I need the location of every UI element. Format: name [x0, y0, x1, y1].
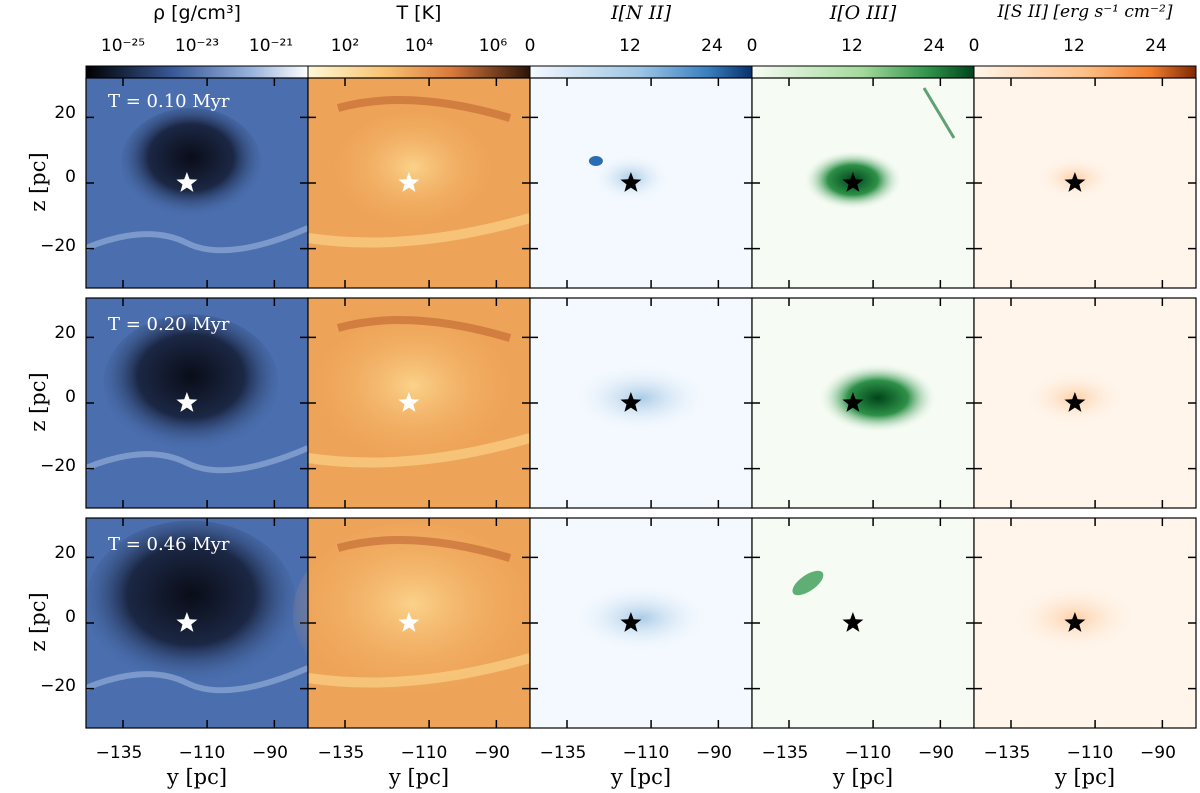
oiii-emission [817, 363, 938, 433]
x-tick-label: −110 [1066, 743, 1114, 763]
source-star-icon [1064, 392, 1086, 412]
x-tick-label: −110 [178, 743, 226, 763]
cbar-tick: 24 [1145, 36, 1167, 56]
y-tick-label: 0 [65, 167, 76, 187]
oiii-filament [922, 87, 956, 139]
cbar-tick: 10⁴ [404, 36, 434, 56]
temperature-cavity [312, 318, 513, 468]
cbar-tick: 0 [746, 36, 758, 56]
source-star-icon [842, 392, 864, 412]
x-tick-label: −90 [696, 743, 732, 763]
y-tick-label: −20 [40, 456, 76, 476]
cbar-tick: 10⁻²⁵ [100, 36, 146, 56]
cbar-tick: 12 [1063, 36, 1085, 56]
time-label-row-1: T = 0.10 Myr [108, 91, 230, 112]
source-star-icon [1064, 612, 1086, 632]
x-axis-label: y [pc] [1054, 765, 1116, 789]
x-tick-label: −135 [539, 743, 587, 763]
source-star-icon [398, 612, 420, 632]
cbar-tick: 12 [619, 36, 641, 56]
x-tick-label: −90 [918, 743, 954, 763]
density-cavity [103, 314, 279, 452]
cbar-tick: 10² [330, 36, 360, 56]
y-tick-label: 0 [65, 607, 76, 627]
temperature-shell [336, 96, 512, 122]
source-star-icon [620, 172, 642, 192]
source-star-icon [398, 392, 420, 412]
y-tick-label: −20 [40, 676, 76, 696]
density-filament [84, 445, 310, 474]
colorbar-title-nii: I[N II] [610, 2, 671, 24]
colorbar-nii [529, 65, 753, 79]
x-axis-label: y [pc] [166, 765, 228, 789]
temperature-shell [336, 536, 512, 562]
density-filament [84, 665, 310, 694]
oiii-emission [792, 570, 824, 596]
time-label-row-2: T = 0.20 Myr [108, 314, 230, 335]
cbar-tick: 24 [701, 36, 723, 56]
x-axis-label: y [pc] [832, 765, 894, 789]
nii-emission [570, 583, 711, 653]
y-tick-label: 20 [54, 543, 76, 563]
panel-background [752, 518, 974, 728]
time-label-row-3: T = 0.46 Myr [108, 534, 230, 555]
colorbar-title-temperature: T [K] [396, 2, 442, 24]
temperature-filament [307, 213, 532, 248]
colorbar-title-sii: I[S II] [erg s⁻¹ cm⁻²] [997, 2, 1173, 22]
x-tick-label: −135 [95, 743, 143, 763]
colorbar-title-density: ρ [g/cm³] [153, 2, 241, 24]
x-tick-label: −135 [983, 743, 1031, 763]
cbar-tick: 0 [968, 36, 980, 56]
temperature-cavity [332, 113, 493, 233]
y-tick-label: −20 [40, 236, 76, 256]
x-tick-label: −90 [1140, 743, 1176, 763]
density-cavity [85, 520, 296, 686]
x-tick-label: −135 [317, 743, 365, 763]
colorbar-temperature [307, 65, 531, 79]
x-axis-label: y [pc] [610, 765, 672, 789]
y-tick-label: 20 [54, 323, 76, 343]
x-tick-label: −135 [761, 743, 809, 763]
colorbar-title-oiii: I[O III] [829, 2, 897, 24]
y-tick-label: 20 [54, 103, 76, 123]
cbar-tick: 10⁻²¹ [248, 36, 294, 56]
source-star-icon [398, 172, 420, 192]
source-star-icon [620, 392, 642, 412]
x-tick-label: −110 [844, 743, 892, 763]
source-star-icon [176, 392, 198, 412]
cbar-tick: 10⁻²³ [174, 36, 220, 56]
source-star-icon [842, 172, 864, 192]
density-filament [84, 225, 310, 254]
density-cavity [120, 108, 261, 218]
temperature-filament [307, 433, 532, 468]
colorbar-density [85, 65, 309, 79]
x-axis-label: y [pc] [388, 765, 450, 789]
temperature-shell [336, 316, 512, 342]
colorbar-oiii [751, 65, 975, 79]
cbar-tick: 24 [923, 36, 945, 56]
nii-emission [570, 363, 711, 433]
x-tick-label: −90 [474, 743, 510, 763]
x-tick-label: −90 [252, 743, 288, 763]
source-star-icon [176, 172, 198, 192]
x-tick-label: −110 [400, 743, 448, 763]
cbar-tick: 12 [841, 36, 863, 56]
source-star-icon [1064, 172, 1086, 192]
cbar-tick: 0 [524, 36, 536, 56]
source-star-icon [620, 612, 642, 632]
temperature-cavity [292, 523, 533, 703]
y-tick-label: 0 [65, 387, 76, 407]
nii-bright-spot [588, 156, 603, 166]
source-star-icon [176, 612, 198, 632]
colorbar-sii [973, 65, 1197, 79]
temperature-filament [307, 653, 532, 688]
x-tick-label: −110 [622, 743, 670, 763]
cbar-tick: 10⁶ [478, 36, 508, 56]
source-star-icon [842, 612, 864, 632]
